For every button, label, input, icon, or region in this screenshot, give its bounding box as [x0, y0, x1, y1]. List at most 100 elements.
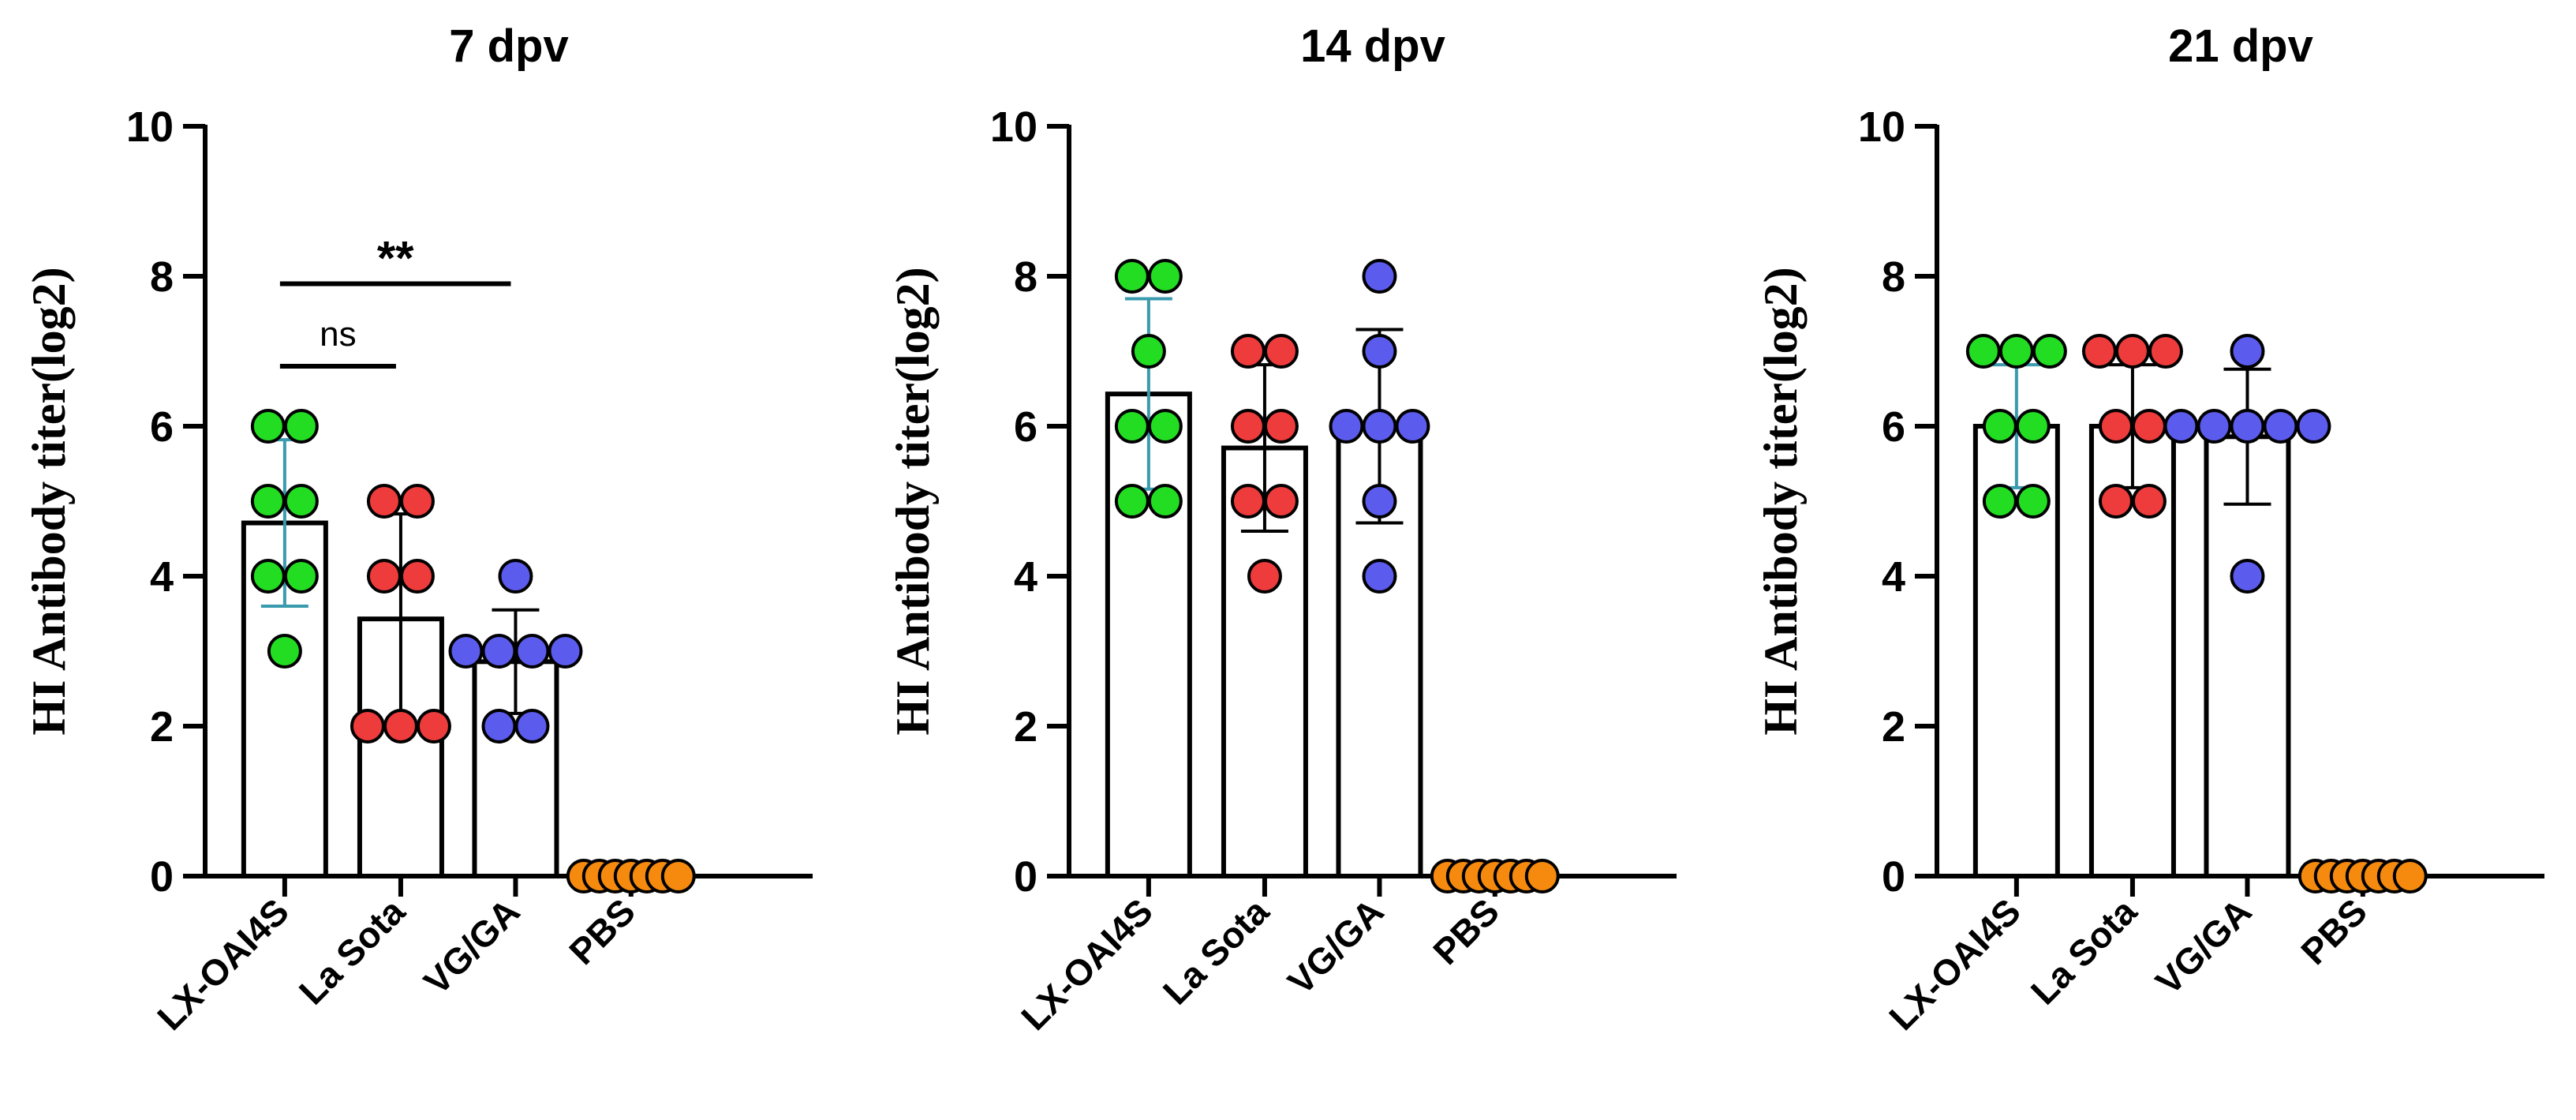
data-point	[548, 634, 583, 669]
data-point	[1362, 259, 1397, 294]
data-point	[1147, 484, 1183, 519]
y-tick-label: 10	[990, 103, 1038, 151]
data-point	[2032, 334, 2067, 369]
data-point	[2015, 484, 2051, 519]
data-point	[2148, 334, 2183, 369]
data-point	[1230, 484, 1266, 519]
chart-panel-3: 21 dpv HI Antibody titer(log2) 0 2 4 6 8 10 LX-O…	[1755, 21, 2544, 1038]
y-tick-label: 0	[150, 853, 174, 901]
y-tick-label: 10	[1858, 103, 1905, 151]
data-point	[1524, 859, 1560, 893]
significance-label: **	[377, 232, 414, 285]
y-tick-label: 0	[1014, 853, 1038, 901]
data-point	[448, 634, 484, 669]
data-point	[1362, 409, 1397, 444]
data-point	[250, 484, 286, 519]
data-point	[2098, 484, 2133, 519]
data-point	[1230, 409, 1266, 444]
data-point	[1982, 409, 2017, 444]
data-point	[2296, 409, 2331, 444]
x-tick-label: LX-OAI4S	[1013, 890, 1161, 1038]
y-tick-label: 0	[1882, 853, 1905, 901]
data-point	[366, 484, 402, 519]
data-point	[2230, 559, 2265, 594]
y-tick-label: 6	[1882, 403, 1905, 451]
data-point	[2263, 409, 2298, 444]
data-point	[399, 484, 435, 519]
data-point	[1329, 409, 1364, 444]
x-tick-label: LX-OAI4S	[149, 890, 297, 1038]
data-point	[416, 709, 451, 744]
data-point	[350, 709, 385, 744]
y-tick-label: 2	[150, 703, 174, 751]
data-point	[1362, 334, 1397, 369]
x-tick-label: PBS	[2293, 890, 2375, 972]
x-tick-label: PBS	[561, 890, 643, 972]
data-point	[283, 559, 319, 594]
data-point	[514, 709, 550, 744]
data-point	[2131, 409, 2167, 444]
y-axis-label: HI Antibody titer(log2)	[23, 267, 75, 735]
data-point	[2114, 334, 2150, 369]
y-tick-label: 8	[1882, 253, 1905, 301]
data-point	[1982, 484, 2017, 519]
data-point	[1362, 559, 1397, 594]
data-point	[2230, 334, 2265, 369]
x-tick-label: La Sota	[291, 890, 413, 1013]
y-tick-label: 6	[1014, 403, 1038, 451]
data-point	[2230, 409, 2265, 444]
data-point	[1965, 334, 2001, 369]
data-point	[2081, 334, 2117, 369]
data-point	[366, 559, 402, 594]
data-point	[660, 859, 696, 893]
data-point	[2015, 409, 2051, 444]
data-point	[514, 634, 550, 669]
data-point	[2392, 859, 2428, 893]
data-point	[267, 634, 302, 669]
x-tick-label: La Sota	[2023, 890, 2145, 1013]
chart-title: 14 dpv	[1300, 21, 1445, 72]
data-point	[1114, 484, 1150, 519]
x-tick-label: VG/GA	[1280, 890, 1392, 1002]
y-tick-label: 2	[1014, 703, 1038, 751]
x-tick-label: VG/GA	[416, 890, 528, 1002]
y-tick-label: 2	[1882, 703, 1905, 751]
data-point	[1131, 334, 1166, 369]
data-point	[1263, 334, 1299, 369]
x-tick-label: LX-OAI4S	[1881, 890, 2028, 1038]
data-point	[1114, 259, 1150, 294]
data-point	[2098, 409, 2133, 444]
data-point	[1263, 484, 1299, 519]
data-point	[1247, 559, 1282, 594]
data-point	[283, 484, 319, 519]
y-tick-label: 6	[150, 403, 174, 451]
data-point	[498, 559, 533, 594]
data-point	[2197, 409, 2232, 444]
data-point	[1147, 259, 1183, 294]
data-point	[2163, 409, 2199, 444]
data-point	[481, 634, 517, 669]
chart-panel-2: 14 dpv HI Antibody titer(log2) 0 2 4 6 8 10 LX-O…	[887, 21, 1677, 1038]
data-point	[250, 409, 286, 444]
data-point	[1263, 409, 1299, 444]
y-tick-label: 4	[1882, 553, 1905, 601]
y-tick-label: 10	[126, 103, 174, 151]
data-point	[1998, 334, 2034, 369]
y-tick-label: 8	[150, 253, 174, 301]
x-tick-label: VG/GA	[2148, 890, 2260, 1002]
x-tick-label: PBS	[1425, 890, 1507, 972]
y-tick-label: 8	[1014, 253, 1038, 301]
data-point	[399, 559, 435, 594]
y-axis-label: HI Antibody titer(log2)	[887, 267, 939, 735]
data-point	[481, 709, 517, 744]
y-axis-label: HI Antibody titer(log2)	[1755, 267, 1807, 735]
data-point	[2131, 484, 2167, 519]
data-point	[250, 559, 286, 594]
chart-panel-1: 7 dpv HI Antibody titer(log2) 0 2 4 6 8 10 LX-OA…	[23, 21, 813, 1038]
chart-title: 7 dpv	[449, 21, 569, 72]
data-point	[1362, 484, 1397, 519]
data-point	[383, 709, 418, 744]
y-tick-label: 4	[1014, 553, 1038, 601]
data-point	[1114, 409, 1150, 444]
